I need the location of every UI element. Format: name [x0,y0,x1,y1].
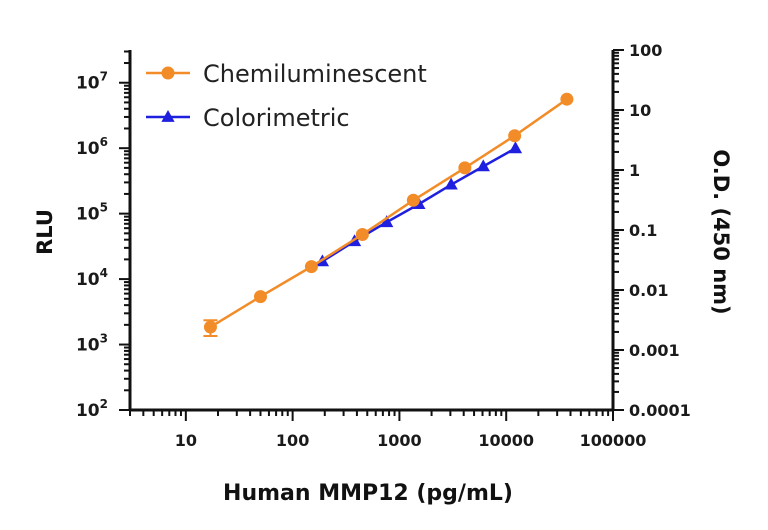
x-axis-title: Human MMP12 (pg/mL) [223,481,513,506]
y2-tick-label: 1 [629,161,640,180]
y-tick-label: 104 [76,266,108,290]
legend: Chemiluminescent Colorimetric [146,60,427,132]
data-point [380,215,394,228]
y2-axis-title: O.D. (450 nm) [709,149,733,314]
legend-item-chemiluminescent: Chemiluminescent [146,60,427,88]
y2-tick-label: 0.1 [629,221,657,240]
legend-marker [161,66,175,80]
legend-label: Chemiluminescent [203,60,427,88]
y-tick-label: 105 [76,201,108,225]
data-point [508,129,522,143]
x-tick-label: 1000 [377,431,422,450]
y2-tick-label: 0.0001 [629,401,691,420]
x-tick-label: 10000 [478,431,534,450]
data-point [355,228,369,242]
x-tick-label: 100 [276,431,309,450]
y2-tick-label: 100 [629,41,662,60]
x-tick-label: 10 [175,431,197,450]
y2-tick-label: 0.01 [629,281,668,300]
y2-tick-label: 10 [629,101,651,120]
series-line [209,98,568,329]
data-point [444,177,458,190]
data-point [458,161,472,175]
series-colorimetric [315,141,523,267]
data-point [508,141,523,154]
legend-label: Colorimetric [203,104,350,132]
data-point [560,92,574,106]
data-point [253,290,267,304]
series-chemiluminescent [203,92,574,338]
x-tick-label: 100000 [580,431,647,450]
axes: 10 100 1000 10000 100000 102 103 104 105 106 107 0.… [76,41,691,450]
series-layer [203,92,574,338]
data-point [203,320,217,334]
y-tick-label: 106 [76,135,108,159]
y-tick-label: 103 [76,332,108,356]
data-point [406,193,420,207]
y-tick-label: 102 [76,397,108,421]
y2-tick-label: 0.001 [629,341,680,360]
data-point [476,159,490,172]
y-tick-label: 107 [76,70,108,94]
data-point [304,260,318,274]
y-axis-title: RLU [33,209,57,255]
legend-marker [161,110,175,122]
legend-item-colorimetric: Colorimetric [146,104,350,132]
